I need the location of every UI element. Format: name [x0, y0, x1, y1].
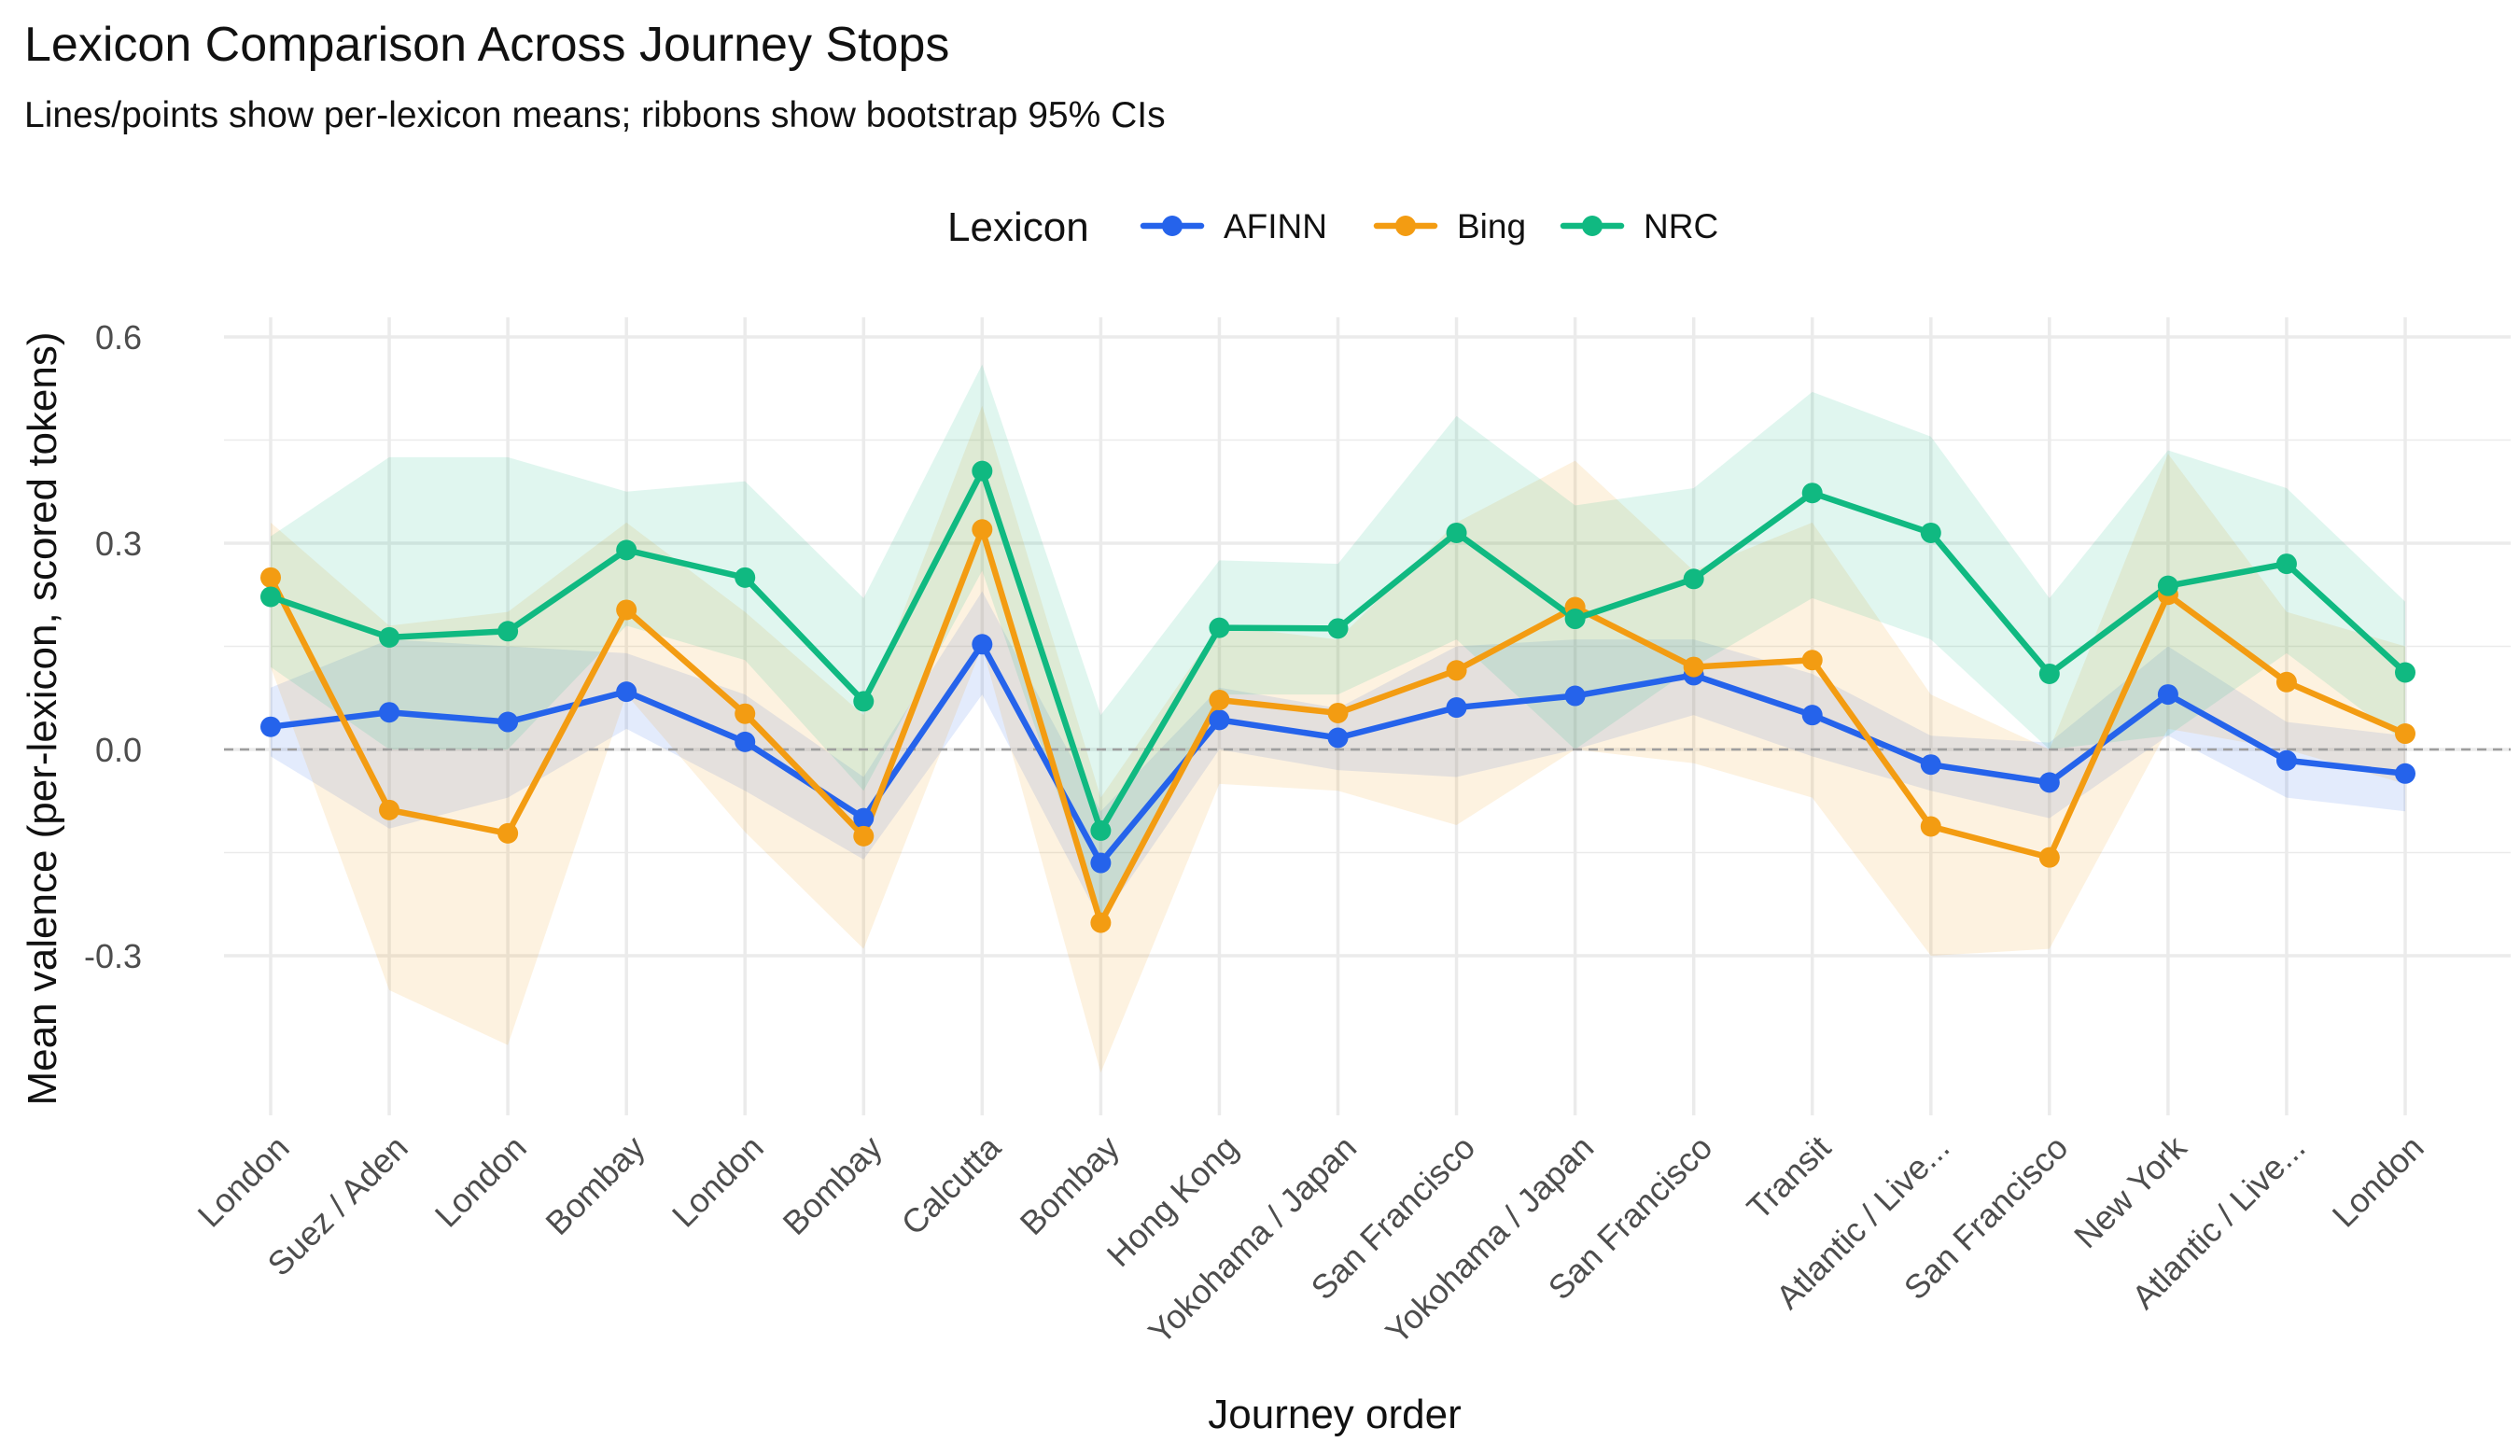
x-tick-label-13: Transit: [1740, 1128, 1839, 1227]
y-tick-label-2: 0.3: [95, 525, 142, 563]
point-nrc-0: [260, 586, 281, 608]
point-afinn-17: [2275, 749, 2297, 771]
point-bing-17: [2275, 671, 2297, 693]
x-tick-label-9: Yokohama / Japan: [1141, 1128, 1364, 1351]
point-nrc-7: [1090, 819, 1112, 841]
point-nrc-8: [1209, 617, 1230, 638]
point-bing-14: [1920, 816, 1941, 837]
point-bing-3: [616, 599, 637, 621]
x-tick-label-2: London: [427, 1128, 534, 1235]
x-tick-label-5: Bombay: [776, 1128, 889, 1242]
point-afinn-1: [379, 702, 400, 723]
point-nrc-11: [1564, 609, 1586, 630]
x-axis-label: Journey order: [1208, 1392, 1461, 1437]
point-bing-1: [379, 799, 400, 820]
point-bing-8: [1209, 689, 1230, 710]
point-afinn-10: [1446, 697, 1467, 719]
point-bing-2: [497, 822, 519, 844]
point-nrc-6: [972, 460, 993, 482]
point-afinn-13: [1801, 705, 1823, 726]
point-afinn-18: [2395, 763, 2415, 784]
x-tick-label-18: London: [2325, 1128, 2431, 1235]
x-tick-label-4: London: [665, 1128, 771, 1235]
y-axis-label: Mean valence (per-lexicon, scored tokens…: [20, 331, 65, 1105]
point-nrc-15: [2038, 663, 2060, 684]
y-tick-label-3: 0.6: [95, 318, 142, 357]
point-nrc-5: [853, 691, 875, 712]
point-afinn-6: [972, 634, 993, 655]
point-afinn-2: [497, 711, 519, 733]
point-afinn-7: [1090, 852, 1112, 874]
point-afinn-11: [1564, 685, 1586, 707]
ci-ribbon-afinn: [271, 591, 2405, 922]
series-points: [260, 460, 2415, 933]
point-afinn-3: [616, 681, 637, 703]
point-nrc-18: [2395, 662, 2415, 683]
point-bing-6: [972, 519, 993, 540]
point-bing-15: [2038, 847, 2060, 868]
point-bing-0: [260, 567, 281, 588]
point-afinn-9: [1327, 727, 1349, 749]
legend-title: Lexicon: [947, 204, 1089, 250]
ci-ribbon-nrc: [271, 364, 2405, 922]
y-tick-label-0: -0.3: [84, 937, 142, 975]
chart-title: Lexicon Comparison Across Journey Stops: [24, 18, 950, 72]
y-axis-ticks: -0.3 0.0 0.3 0.6: [84, 318, 142, 975]
point-bing-7: [1090, 912, 1112, 933]
point-nrc-9: [1327, 618, 1349, 639]
legend-label-afinn: AFINN: [1224, 207, 1327, 245]
point-nrc-13: [1801, 483, 1823, 504]
point-nrc-1: [379, 626, 400, 648]
x-tick-label-11: Yokohama / Japan: [1378, 1128, 1601, 1351]
point-nrc-10: [1446, 522, 1467, 543]
point-nrc-2: [497, 621, 519, 642]
legend-label-nrc: NRC: [1644, 207, 1718, 245]
point-nrc-3: [616, 539, 637, 561]
point-bing-12: [1683, 656, 1704, 678]
point-nrc-12: [1683, 568, 1704, 590]
x-tick-label-3: Bombay: [538, 1128, 651, 1242]
point-afinn-5: [853, 807, 875, 829]
x-tick-label-16: New York: [2066, 1127, 2194, 1255]
chart-subtitle: Lines/points show per-lexicon means; rib…: [24, 95, 1166, 135]
point-afinn-0: [260, 716, 281, 737]
point-bing-10: [1446, 660, 1467, 681]
point-bing-9: [1327, 702, 1349, 723]
point-afinn-16: [2157, 684, 2178, 706]
point-bing-4: [735, 703, 756, 724]
point-nrc-14: [1920, 522, 1941, 543]
y-tick-label-1: 0.0: [95, 731, 142, 769]
point-afinn-14: [1920, 754, 1941, 776]
point-bing-13: [1801, 650, 1823, 671]
point-bing-5: [853, 825, 875, 847]
legend-point-afinn: [1162, 216, 1183, 236]
x-tick-label-6: Calcutta: [894, 1127, 1009, 1242]
point-nrc-4: [735, 567, 756, 588]
point-nrc-16: [2157, 575, 2178, 596]
legend-point-bing: [1395, 216, 1416, 236]
legend-label-bing: Bing: [1457, 207, 1526, 245]
point-afinn-8: [1209, 709, 1230, 731]
x-tick-label-0: London: [190, 1128, 297, 1235]
point-nrc-17: [2275, 553, 2297, 575]
point-afinn-4: [735, 731, 756, 752]
legend: Lexicon AFINN Bing NRC: [947, 204, 1718, 250]
x-tick-label-7: Bombay: [1013, 1128, 1127, 1242]
point-bing-18: [2395, 723, 2415, 745]
legend-point-nrc: [1582, 216, 1603, 236]
point-afinn-15: [2038, 772, 2060, 793]
